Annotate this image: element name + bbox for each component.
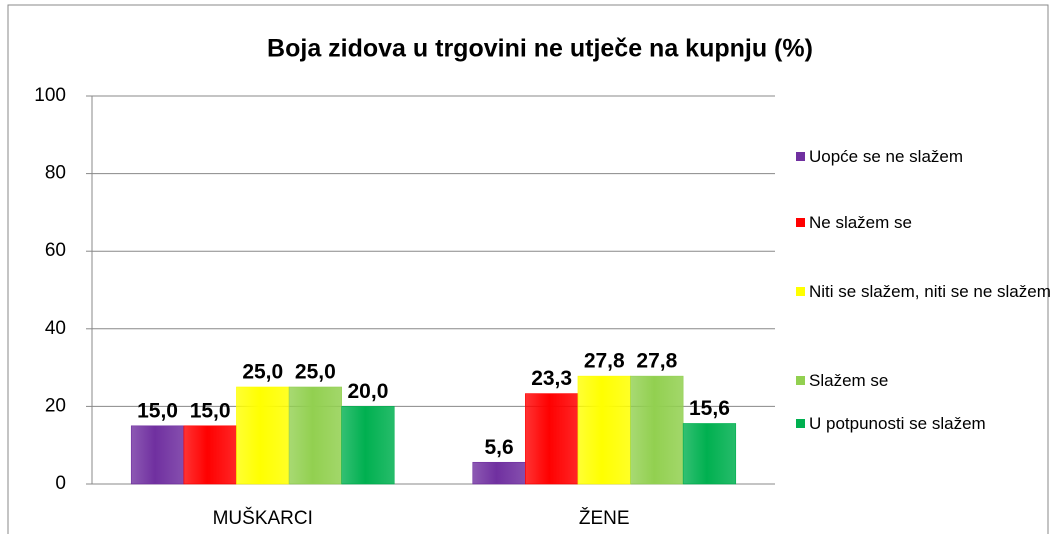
legend-swatch	[796, 287, 805, 296]
legend-item: Uopće se ne slažem	[796, 146, 1054, 168]
legend-swatch	[796, 152, 805, 161]
y-tick-label: 20	[45, 395, 66, 416]
bar	[577, 375, 631, 485]
data-label: 20,0	[348, 380, 389, 403]
bar	[682, 423, 737, 485]
y-tick-label: 0	[55, 473, 66, 494]
data-label: 15,6	[689, 397, 730, 420]
legend-label: Niti se slažem, niti se ne slažem	[809, 282, 1051, 301]
legend-item: U potpunosti se slažem	[796, 413, 1054, 435]
data-label: 25,0	[295, 361, 336, 384]
data-label: 5,6	[484, 436, 513, 459]
data-label: 23,3	[531, 367, 572, 390]
legend-item: Ne slažem se	[796, 212, 1054, 234]
legend-item: Niti se slažem, niti se ne slažem	[796, 281, 1054, 303]
bar	[630, 375, 684, 485]
y-tick-label: 100	[34, 85, 66, 106]
bar	[236, 386, 290, 485]
bar	[525, 393, 579, 485]
bar	[341, 406, 395, 485]
bar	[183, 425, 237, 485]
bar	[130, 425, 185, 485]
data-label: 15,0	[190, 399, 231, 422]
y-tick-label: 40	[45, 318, 66, 339]
bar	[288, 386, 342, 485]
y-tick-label: 80	[45, 163, 66, 184]
legend-label: U potpunosti se slažem	[809, 414, 986, 433]
y-tick-label: 60	[45, 240, 66, 261]
legend-item: Slažem se	[796, 370, 1054, 392]
data-label: 25,0	[242, 361, 283, 384]
legend-label: Ne slažem se	[809, 213, 912, 232]
legend-label: Uopće se ne slažem	[809, 147, 964, 166]
bar	[472, 461, 526, 485]
data-label: 15,0	[137, 399, 178, 422]
data-label: 27,8	[636, 350, 677, 373]
legend-swatch	[796, 218, 805, 227]
x-tick-label: MUŠKARCI	[213, 507, 313, 529]
data-label: 27,8	[584, 350, 625, 373]
chart-title: Boja zidova u trgovini ne utječe na kupn…	[267, 35, 813, 63]
chart-border	[7, 4, 1049, 534]
legend-swatch	[796, 376, 805, 385]
x-tick-label: ŽENE	[579, 507, 630, 529]
legend-label: Slažem se	[809, 371, 889, 390]
legend-swatch	[796, 419, 805, 428]
